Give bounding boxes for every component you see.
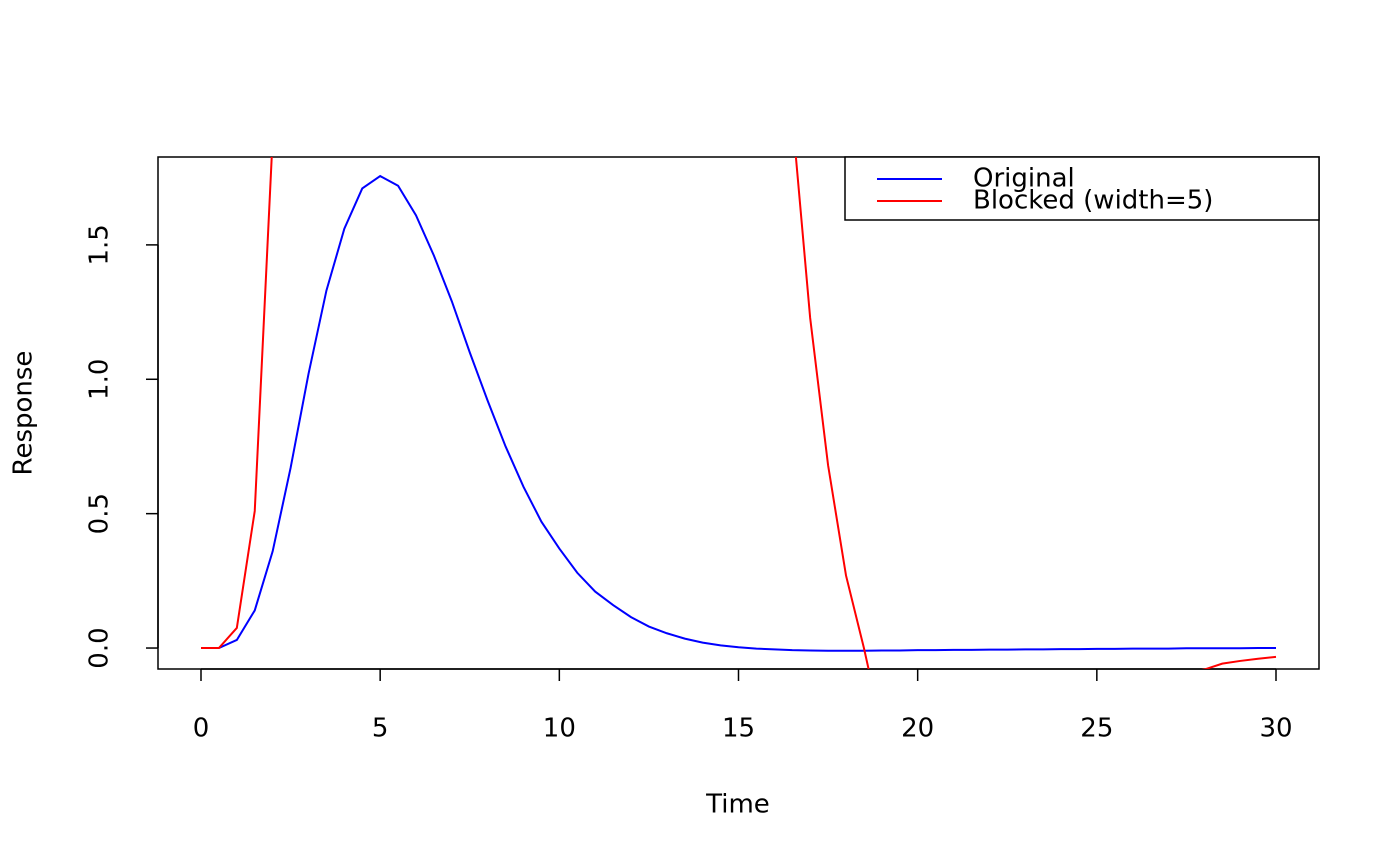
y-axis-label: Response: [9, 351, 39, 476]
y-tick-label: 0.0: [85, 627, 115, 668]
y-tick-label: 0.5: [85, 493, 115, 534]
y-tick-label: 1.0: [85, 359, 115, 400]
data-line: [201, 157, 1277, 669]
x-tick-label: 20: [901, 714, 934, 744]
data-line: [201, 174, 1276, 652]
y-tick-label: 1.5: [85, 224, 115, 265]
plot-area: [201, 157, 1277, 669]
legend-label: Original: [973, 164, 1075, 194]
legend-label: Blocked (width=5): [973, 186, 1213, 216]
legend-box: [844, 156, 1320, 221]
plot-frame: [157, 156, 1320, 670]
x-tick-label: 30: [1259, 714, 1292, 744]
x-axis-label: Time: [705, 790, 770, 820]
x-tick-label: 0: [193, 714, 210, 744]
x-tick-label: 15: [722, 714, 755, 744]
x-tick-label: 25: [1080, 714, 1113, 744]
x-tick-label: 10: [543, 714, 576, 744]
x-tick-label: 5: [372, 714, 389, 744]
